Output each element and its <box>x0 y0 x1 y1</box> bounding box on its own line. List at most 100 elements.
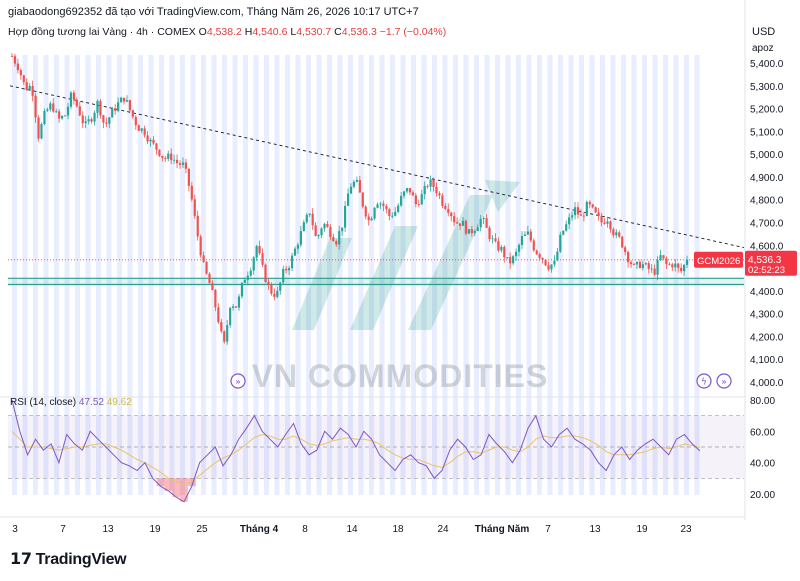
candle-body <box>503 246 506 258</box>
candle-body <box>344 205 347 228</box>
candle-body <box>329 227 332 238</box>
candle-body <box>606 221 609 224</box>
candle-body <box>565 224 568 231</box>
candle-body <box>685 259 689 265</box>
candle-body <box>46 109 49 111</box>
candle-body <box>582 215 585 217</box>
candle-body <box>61 115 64 119</box>
candle-body <box>155 143 158 150</box>
scale-mode[interactable]: apoz <box>752 43 774 54</box>
candle-body <box>547 265 550 270</box>
support-zone <box>8 277 744 286</box>
candle-body <box>143 128 146 136</box>
candle-body <box>618 232 621 237</box>
rsi-value: 47.52 <box>78 397 104 408</box>
candle-body <box>370 218 373 221</box>
session-band <box>243 55 248 495</box>
candle-body <box>397 205 400 212</box>
candle-body <box>585 201 588 217</box>
candle-body <box>223 331 226 342</box>
price-tick-label: 5,200.0 <box>750 105 784 116</box>
candle-body <box>341 227 344 232</box>
price-tick-label: 4,600.0 <box>750 241 784 252</box>
price-tick-label: 4,000.0 <box>750 378 784 389</box>
candle-body <box>37 117 40 139</box>
candle-body <box>69 92 73 107</box>
candle-body <box>117 102 120 111</box>
time-tick-label: Tháng 4 <box>240 524 279 535</box>
candle-body <box>588 201 591 205</box>
time-tick-label: 19 <box>149 524 161 535</box>
candle-body <box>671 264 674 268</box>
close-label: C <box>334 26 342 38</box>
candle-body <box>173 159 176 161</box>
session-band <box>432 55 437 495</box>
rsi-ma-value: 49.62 <box>106 397 132 408</box>
candle-body <box>568 217 571 225</box>
session-band <box>285 55 290 495</box>
candle-body <box>178 163 182 165</box>
session-band <box>12 55 17 495</box>
candle-body <box>668 263 671 265</box>
candle-body <box>184 162 188 169</box>
candle-body <box>102 115 105 123</box>
candle-body <box>461 220 465 226</box>
candle-body <box>594 207 597 213</box>
candle-body <box>411 192 415 196</box>
tradingview-logo: 17 TradingView <box>10 549 127 569</box>
candle-body <box>326 223 329 228</box>
dividend-icon-glyph: » <box>235 378 241 388</box>
candle-body <box>364 206 367 217</box>
dividend-icon[interactable] <box>230 373 246 389</box>
candle-body <box>405 188 409 192</box>
session-band <box>537 55 542 495</box>
candle-body <box>279 282 282 291</box>
candle-body <box>624 247 627 252</box>
session-band <box>684 55 689 495</box>
split-icon[interactable] <box>696 373 712 389</box>
candle-body <box>500 246 503 251</box>
candle-body <box>96 100 99 113</box>
rsi-oversold-fill <box>180 478 188 502</box>
earnings-icon[interactable] <box>716 373 732 389</box>
price-tick-label: 4,300.0 <box>750 310 784 321</box>
candle-body <box>526 231 529 235</box>
session-band <box>295 55 301 495</box>
candle-body <box>290 255 294 269</box>
candle-body <box>252 257 255 271</box>
candle-body <box>458 223 462 226</box>
session-band <box>316 55 322 495</box>
candle-body <box>550 264 553 270</box>
price-tick-label: 4,700.0 <box>750 219 784 230</box>
rsi-tick-label: 80.00 <box>750 396 775 407</box>
candle-body <box>464 220 468 234</box>
candle-body <box>641 264 644 269</box>
candle-body <box>644 263 647 265</box>
candle-body <box>25 82 28 90</box>
axes: 4,000.04,100.04,200.04,300.04,400.04,500… <box>0 0 797 535</box>
candle-body <box>296 244 300 249</box>
session-band <box>96 55 101 495</box>
session-band <box>411 55 416 495</box>
support-zone-fill <box>8 278 744 285</box>
candle-body <box>488 227 491 240</box>
time-tick-label: 7 <box>545 524 551 535</box>
candle-body <box>108 117 111 124</box>
candle-body <box>229 307 232 326</box>
time-tick-label: 7 <box>60 524 66 535</box>
candle-body <box>470 229 473 234</box>
candle-body <box>264 264 267 282</box>
candle-body <box>677 263 680 268</box>
currency-label[interactable]: USD <box>752 26 776 38</box>
candle-body <box>220 322 223 332</box>
session-band <box>201 55 206 495</box>
candle-body <box>119 97 123 103</box>
candle-body <box>90 119 93 122</box>
candle-body <box>137 125 140 131</box>
chart-icons[interactable]: » ϟ » <box>230 373 732 389</box>
candle-body <box>332 237 335 242</box>
candle-body <box>467 229 471 234</box>
candle-body <box>181 162 185 165</box>
rsi-lines <box>11 399 701 503</box>
candle-body <box>382 203 385 207</box>
